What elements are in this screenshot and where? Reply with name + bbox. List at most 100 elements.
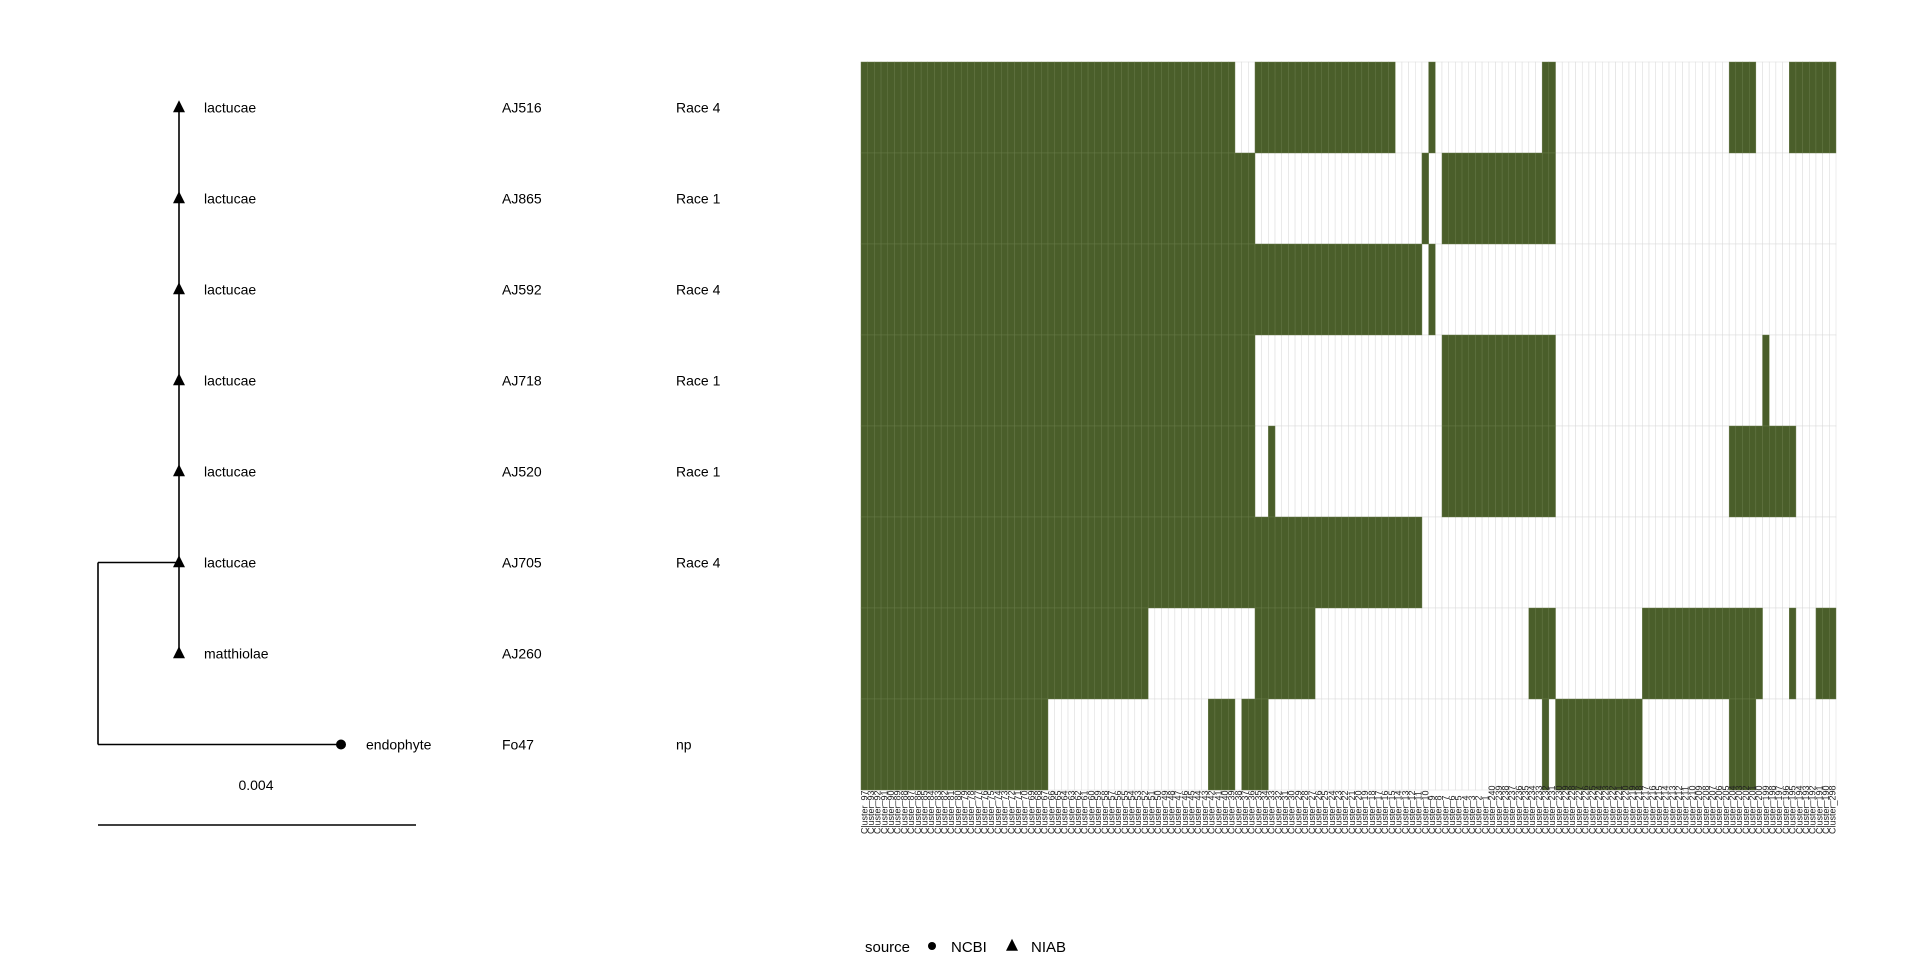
presence-cell (974, 243, 982, 336)
column-label: Cluster_91 (879, 790, 889, 834)
presence-cell (1001, 152, 1009, 245)
heatmap-cell (1435, 516, 1443, 609)
presence-cell (1441, 334, 1449, 427)
heatmap-cell (1795, 698, 1803, 791)
column-label: Cluster_11 (1414, 791, 1424, 834)
heatmap-cell (1448, 698, 1456, 791)
heatmap-cell (1328, 152, 1336, 245)
column-label: Cluster_21 (1347, 790, 1357, 834)
heatmap-cell (1722, 334, 1730, 427)
presence-cell (907, 607, 915, 700)
presence-cell (1274, 607, 1282, 700)
heatmap-cell (1341, 152, 1349, 245)
presence-cell (894, 425, 902, 518)
presence-cell (1041, 698, 1049, 791)
presence-cell (1194, 425, 1202, 518)
heatmap-cell (1261, 152, 1269, 245)
heatmap-cell (1401, 61, 1409, 154)
column-label: Cluster_211 (1681, 786, 1691, 834)
presence-cell (907, 425, 915, 518)
presence-cell (1161, 516, 1169, 609)
presence-cell (874, 425, 882, 518)
presence-cell (967, 152, 975, 245)
heatmap-cell (1829, 516, 1837, 609)
heatmap-cell (1368, 425, 1376, 518)
presence-cell (1281, 516, 1289, 609)
column-label: Cluster_83 (933, 790, 943, 834)
column-label: Cluster_17 (1374, 790, 1384, 834)
presence-cell (1167, 61, 1176, 154)
heatmap-cell (1261, 334, 1269, 427)
heatmap-cell (1508, 61, 1516, 154)
heatmap-cell (1561, 516, 1570, 609)
heatmap-cell (1762, 698, 1770, 791)
presence-cell (1535, 334, 1543, 427)
presence-cell (1728, 61, 1737, 154)
presence-cell (920, 334, 928, 427)
heatmap-cell (1254, 425, 1262, 518)
column-label: Cluster_193 (1801, 785, 1811, 834)
heatmap-cell (1648, 425, 1656, 518)
heatmap-cell (1341, 607, 1349, 700)
presence-cell (947, 334, 955, 427)
heatmap-cell (1715, 61, 1723, 154)
heatmap-cell (1515, 516, 1523, 609)
presence-cell (1067, 425, 1075, 518)
heatmap-cell (1354, 425, 1363, 518)
heatmap-cell (1815, 334, 1823, 427)
presence-cell (1208, 698, 1216, 791)
presence-cell (1214, 425, 1222, 518)
heatmap-cell (1762, 61, 1770, 154)
heatmap-cell (1708, 425, 1717, 518)
heatmap-cell (1635, 334, 1643, 427)
column-label: Cluster_13 (1400, 790, 1410, 834)
heatmap-cell (1368, 334, 1376, 427)
tip-circle-Fo47 (336, 739, 346, 750)
heatmap-cell (1815, 152, 1823, 245)
presence-cell (860, 334, 868, 427)
presence-cell (1054, 425, 1062, 518)
presence-cell (934, 698, 942, 791)
heatmap-cell (1288, 425, 1296, 518)
column-label: Cluster_69 (1026, 790, 1036, 834)
presence-cell (1087, 334, 1095, 427)
heatmap-cell (1642, 334, 1650, 427)
presence-cell (1114, 243, 1122, 336)
heatmap-cell (1047, 698, 1055, 791)
tip-triangle-AJ592 (173, 282, 185, 295)
column-label: Cluster_202 (1741, 785, 1751, 834)
presence-cell (1354, 61, 1363, 154)
heatmap-cell (1581, 243, 1590, 336)
heatmap-cell (1642, 516, 1650, 609)
presence-cell (1141, 607, 1149, 700)
heatmap-cell (1388, 334, 1396, 427)
presence-cell (1014, 516, 1022, 609)
heatmap-cell (1488, 243, 1496, 336)
presence-cell (934, 516, 942, 609)
presence-cell (940, 698, 949, 791)
presence-cell (1021, 243, 1029, 336)
heatmap-cell (1608, 152, 1616, 245)
heatmap-cell (1789, 334, 1797, 427)
heatmap-cell (1762, 243, 1770, 336)
presence-cell (1127, 516, 1136, 609)
heatmap-cell (1675, 243, 1683, 336)
heatmap-cell (1421, 243, 1429, 336)
presence-cell (1328, 61, 1336, 154)
presence-cell (1221, 334, 1229, 427)
presence-cell (934, 334, 942, 427)
presence-cell (1054, 607, 1062, 700)
heatmap-cell (1655, 334, 1663, 427)
presence-cell (1047, 243, 1055, 336)
heatmap-cell (1548, 698, 1556, 791)
heatmap-cell (1762, 607, 1770, 700)
presence-cell (1107, 243, 1115, 336)
race-label: Race 4 (676, 100, 721, 116)
heatmap-cell (1628, 152, 1636, 245)
presence-cell (981, 334, 989, 427)
presence-cell (1301, 61, 1309, 154)
heatmap-cell (1488, 698, 1496, 791)
column-label: Cluster_8 (1434, 795, 1444, 834)
heatmap-cell (1829, 334, 1837, 427)
presence-cell (1408, 516, 1416, 609)
